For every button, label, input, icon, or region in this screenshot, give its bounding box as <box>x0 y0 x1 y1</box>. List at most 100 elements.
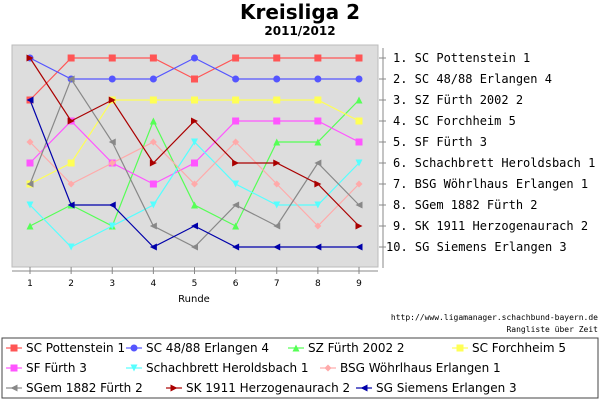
data-point <box>191 180 198 188</box>
rank-label: 6. Schachbrett Heroldsbach 1 <box>393 156 595 170</box>
legend-item: SC 48/88 Erlangen 4 <box>126 341 269 355</box>
data-point <box>67 117 75 125</box>
data-point <box>273 96 281 104</box>
data-point <box>67 54 75 62</box>
rank-label: 4. SC Forchheim 5 <box>393 114 516 128</box>
legend-item: SK 1911 Herzogenaurach 2 <box>166 381 350 395</box>
rank-label: 3. SZ Fürth 2002 2 <box>393 93 523 107</box>
x-tick-label: 6 <box>233 279 239 289</box>
legend-label: SG Siemens Erlangen 3 <box>376 381 517 395</box>
data-point <box>273 222 281 230</box>
data-point <box>26 201 34 209</box>
legend-item: SZ Fürth 2002 2 <box>288 341 405 355</box>
legend-item: SF Fürth 3 <box>6 361 87 375</box>
data-point <box>191 138 198 146</box>
x-tick-label: 9 <box>356 279 362 289</box>
data-point <box>26 96 34 104</box>
data-point <box>273 54 281 62</box>
data-point <box>232 222 240 230</box>
x-tick-label: 5 <box>192 279 198 289</box>
data-point <box>149 201 157 209</box>
legend-item: SC Forchheim 5 <box>452 341 566 355</box>
rank-label: 2. SC 48/88 Erlangen 4 <box>393 72 552 86</box>
data-point <box>67 75 75 83</box>
data-point <box>149 159 157 167</box>
data-point <box>314 96 322 104</box>
data-point <box>355 222 363 230</box>
data-point <box>232 180 240 188</box>
data-point <box>232 201 240 209</box>
data-point <box>191 243 198 251</box>
legend-label: SC 48/88 Erlangen 4 <box>146 341 269 355</box>
data-point <box>26 138 34 146</box>
legend-marker <box>360 384 368 392</box>
data-point <box>273 180 281 188</box>
data-point <box>314 54 322 62</box>
data-point <box>355 138 363 146</box>
data-point <box>149 96 157 104</box>
data-point <box>149 180 157 188</box>
legend-marker <box>324 364 332 372</box>
data-point <box>26 54 34 62</box>
data-point <box>355 54 363 62</box>
data-point <box>355 159 363 167</box>
legend-item: BSG Wöhrlhaus Erlangen 1 <box>320 361 501 375</box>
series-group <box>26 54 363 230</box>
legend-marker <box>10 344 18 352</box>
x-tick-label: 4 <box>151 279 157 289</box>
series-group <box>26 96 363 251</box>
data-point <box>26 222 34 230</box>
data-point <box>191 222 198 230</box>
x-tick-label: 8 <box>315 279 321 289</box>
data-point <box>314 117 322 125</box>
data-point <box>273 117 281 125</box>
rank-labels: 1. SC Pottenstein 1 2. SC 48/88 Erlangen … <box>379 51 595 254</box>
data-point <box>149 222 157 230</box>
data-point <box>67 159 75 167</box>
data-point <box>273 201 281 209</box>
data-point <box>108 138 116 146</box>
data-point <box>232 138 240 146</box>
data-point <box>232 159 240 167</box>
data-point <box>108 96 116 104</box>
legend-marker <box>130 364 138 372</box>
data-point <box>273 159 281 167</box>
data-point <box>314 138 322 146</box>
data-point <box>355 201 363 209</box>
data-point <box>273 243 281 251</box>
data-point <box>273 75 281 83</box>
data-point <box>149 138 157 146</box>
data-point <box>149 117 157 125</box>
data-point <box>355 117 363 125</box>
legend-marker <box>10 364 18 372</box>
data-point <box>232 117 240 125</box>
data-point <box>67 180 75 188</box>
legend-label: Schachbrett Heroldsbach 1 <box>146 361 309 375</box>
data-point <box>355 243 363 251</box>
legend-label: SZ Fürth 2002 2 <box>308 341 405 355</box>
data-point <box>232 243 240 251</box>
data-point <box>108 54 116 62</box>
data-point <box>149 54 157 62</box>
legend-marker <box>170 384 178 392</box>
chart-subtitle: 2011/2012 <box>264 24 335 38</box>
rank-label: 9. SK 1911 Herzogenaurach 2 <box>393 219 588 233</box>
data-point <box>26 180 34 188</box>
rank-label: 1. SC Pottenstein 1 <box>393 51 530 65</box>
data-point <box>355 180 363 188</box>
rank-label: 7. BSG Wöhrlhaus Erlangen 1 <box>393 177 588 191</box>
x-axis-label: Runde <box>178 294 210 305</box>
legend-marker <box>10 384 18 392</box>
data-point <box>191 201 198 209</box>
data-point <box>314 180 322 188</box>
data-point <box>314 201 322 209</box>
rank-label: 8. SGem 1882 Fürth 2 <box>393 198 538 212</box>
data-point <box>149 243 157 251</box>
data-point <box>108 222 116 230</box>
data-point <box>355 96 363 104</box>
rank-label: 5. SF Fürth 3 <box>393 135 487 149</box>
legend-marker <box>130 344 138 352</box>
legend-label: SC Pottenstein 1 <box>26 341 125 355</box>
data-point <box>273 138 281 146</box>
